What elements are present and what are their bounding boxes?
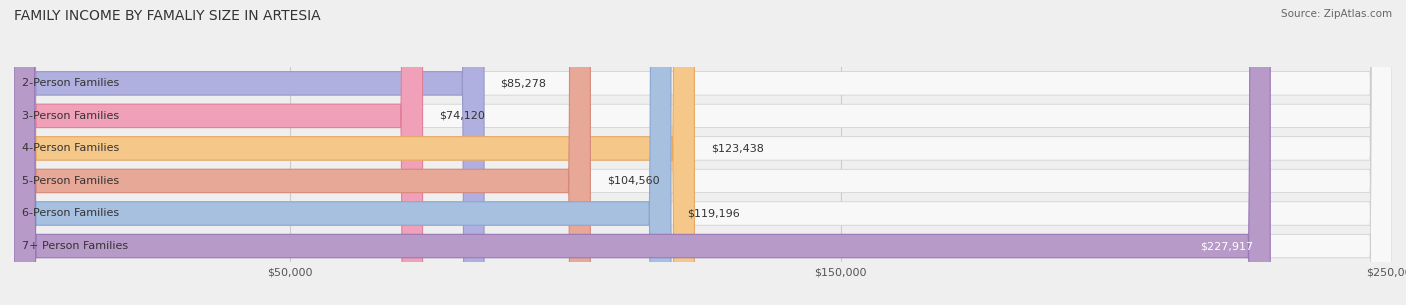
Text: 5-Person Families: 5-Person Families	[22, 176, 120, 186]
FancyBboxPatch shape	[14, 0, 695, 305]
Text: $123,438: $123,438	[711, 143, 763, 153]
FancyBboxPatch shape	[14, 0, 1392, 305]
Text: $85,278: $85,278	[501, 78, 547, 88]
Text: 3-Person Families: 3-Person Families	[22, 111, 120, 121]
FancyBboxPatch shape	[14, 0, 1392, 305]
FancyBboxPatch shape	[14, 0, 671, 305]
Text: Source: ZipAtlas.com: Source: ZipAtlas.com	[1281, 9, 1392, 19]
FancyBboxPatch shape	[14, 0, 1270, 305]
Text: $74,120: $74,120	[439, 111, 485, 121]
Text: $104,560: $104,560	[607, 176, 659, 186]
FancyBboxPatch shape	[14, 0, 1392, 305]
Text: FAMILY INCOME BY FAMALIY SIZE IN ARTESIA: FAMILY INCOME BY FAMALIY SIZE IN ARTESIA	[14, 9, 321, 23]
FancyBboxPatch shape	[14, 0, 1392, 305]
Text: 2-Person Families: 2-Person Families	[22, 78, 120, 88]
FancyBboxPatch shape	[14, 0, 423, 305]
FancyBboxPatch shape	[14, 0, 1392, 305]
FancyBboxPatch shape	[14, 0, 591, 305]
FancyBboxPatch shape	[14, 0, 484, 305]
Text: $119,196: $119,196	[688, 209, 741, 218]
Text: 6-Person Families: 6-Person Families	[22, 209, 120, 218]
Text: 4-Person Families: 4-Person Families	[22, 143, 120, 153]
FancyBboxPatch shape	[14, 0, 1392, 305]
Text: $227,917: $227,917	[1201, 241, 1254, 251]
Text: 7+ Person Families: 7+ Person Families	[22, 241, 128, 251]
